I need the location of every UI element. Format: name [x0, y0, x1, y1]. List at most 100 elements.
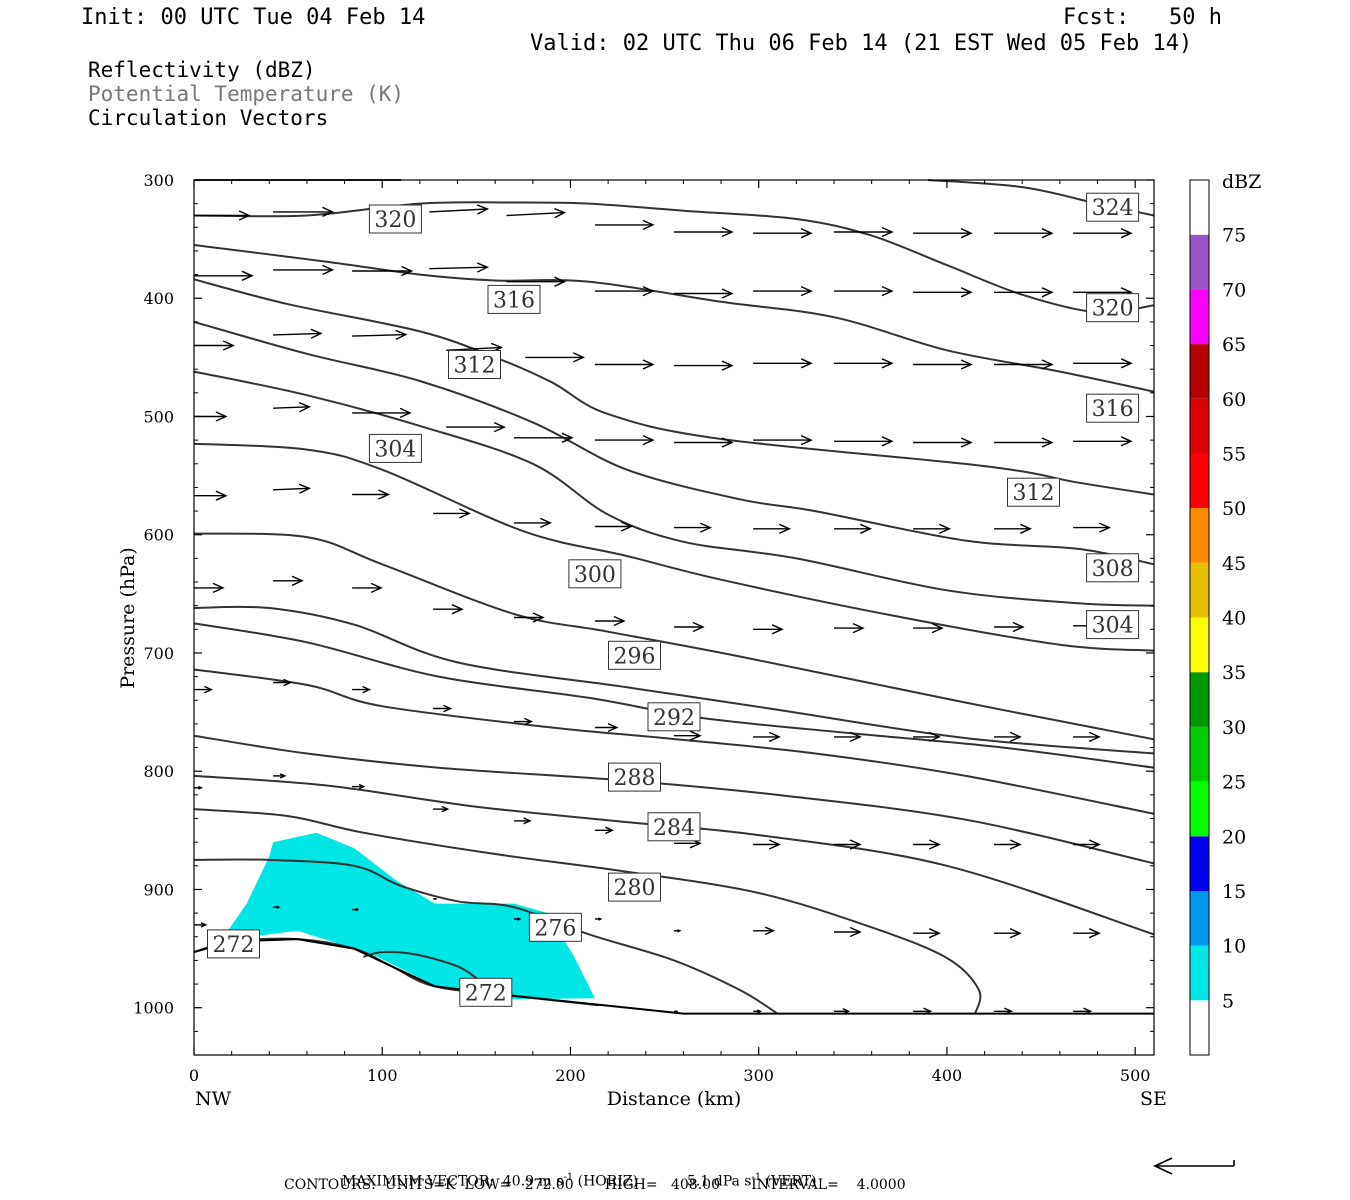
contour-label-box [487, 284, 541, 314]
vector-shaft [273, 487, 310, 491]
vector-head [283, 678, 293, 687]
colorbar-level-label: 50 [1222, 498, 1246, 520]
vert-label: (VERT) [765, 1173, 817, 1190]
vector-head [1120, 358, 1133, 369]
vector-head [721, 226, 734, 238]
contour-label-text: 300 [574, 563, 616, 588]
contour-label-box [528, 912, 582, 942]
circulation-vector [594, 521, 633, 532]
circulation-vector [194, 490, 228, 501]
contour-label-text: 324 [1092, 196, 1134, 221]
colorbar-segment [1190, 180, 1209, 235]
vector-head [1020, 523, 1033, 534]
vector-head [764, 926, 776, 936]
circulation-vector [753, 434, 813, 446]
vector-head [881, 436, 894, 447]
circulation-vector [194, 922, 208, 928]
vector-shaft [352, 333, 406, 337]
vector-head [1099, 522, 1112, 533]
theta-contour-276 [193, 858, 779, 1015]
vector-head [860, 523, 873, 534]
colorbar-segment [1190, 836, 1209, 891]
theta-contour-308 [193, 442, 1155, 652]
forecast-hour: Fcst: 50 h [1063, 5, 1222, 30]
y-tick-label: 400 [143, 289, 174, 308]
vector-head [849, 731, 862, 743]
circulation-vector [834, 226, 894, 238]
colorbar-segment [1190, 890, 1209, 946]
y-tick-label: 600 [143, 526, 174, 545]
contour-label-box [608, 762, 661, 792]
circulation-vector [913, 287, 973, 298]
vector-head [771, 624, 784, 635]
contour-label-box [368, 433, 422, 463]
contour-label-text: 320 [1092, 297, 1134, 322]
colorbar-level-label: 75 [1222, 225, 1246, 247]
circulation-vector [834, 523, 873, 534]
vector-head [459, 508, 472, 519]
circulation-vector [506, 276, 567, 287]
vector-head [1088, 928, 1101, 939]
vector-head [238, 210, 251, 221]
circulation-vector [994, 228, 1054, 239]
colorbar-level-label: 45 [1222, 553, 1246, 575]
contour-label-312: 312 [1007, 477, 1060, 507]
contour-label-text: 312 [1013, 481, 1055, 506]
reflectivity-area-5dbz [209, 832, 595, 1000]
contour-label-324: 324 [1086, 192, 1140, 222]
vector-head [212, 582, 225, 594]
circulation-vector [834, 926, 862, 938]
circulation-vector [594, 615, 626, 627]
vector-shaft [429, 266, 488, 270]
vector-shaft [273, 332, 321, 336]
y-tick-label: 300 [143, 171, 174, 190]
contour-label-box [647, 812, 701, 842]
vector-head [215, 490, 228, 501]
circulation-vector [994, 839, 1022, 850]
vector-head [642, 359, 655, 370]
circulation-vector [994, 928, 1022, 939]
vector-head [1041, 359, 1054, 370]
circulation-vector [594, 722, 619, 733]
circulation-vector [674, 360, 734, 371]
x-tick-label: 300 [743, 1066, 774, 1085]
circulation-vector [834, 436, 894, 447]
vector-head [279, 773, 287, 779]
vector-head [800, 285, 813, 297]
vector-head [1088, 839, 1101, 850]
vector-head [675, 1010, 679, 1013]
vector-head [757, 1009, 762, 1014]
y-tick-label: 500 [143, 407, 174, 426]
theta-contour-292 [193, 668, 1155, 815]
vector-head [1009, 731, 1022, 743]
vector-head [298, 402, 312, 413]
circulation-vector [994, 437, 1054, 448]
x-tick-label: 500 [1120, 1066, 1151, 1085]
contour-label-box [1086, 293, 1140, 323]
vector-head [322, 206, 335, 218]
contour-label-308: 308 [1086, 553, 1140, 583]
circulation-vector [273, 328, 323, 339]
circulation-vector [194, 785, 204, 790]
vector-head [276, 905, 281, 909]
max-vert-value: 5.1 dPa s [687, 1173, 752, 1190]
circulation-vector [433, 508, 472, 519]
x-axis-title: Distance (km) [607, 1088, 742, 1110]
vector-head [443, 704, 453, 713]
circulation-vector [834, 731, 862, 743]
circulation-vector [352, 907, 360, 912]
vector-head [1088, 731, 1101, 743]
x-tick-label: 100 [367, 1066, 398, 1085]
vector-head [779, 523, 792, 534]
vector-head [241, 270, 254, 281]
circulation-vector [674, 288, 734, 299]
circulation-vector [194, 270, 254, 281]
colorbar-level-label: 70 [1222, 279, 1246, 301]
contour-label-288: 288 [608, 762, 661, 792]
contour-label-284: 284 [647, 812, 701, 842]
circulation-vector [753, 358, 813, 369]
terrain-surface [193, 938, 1154, 1015]
theta-contour-316 [193, 320, 1155, 566]
colorbar-segment [1190, 508, 1209, 563]
